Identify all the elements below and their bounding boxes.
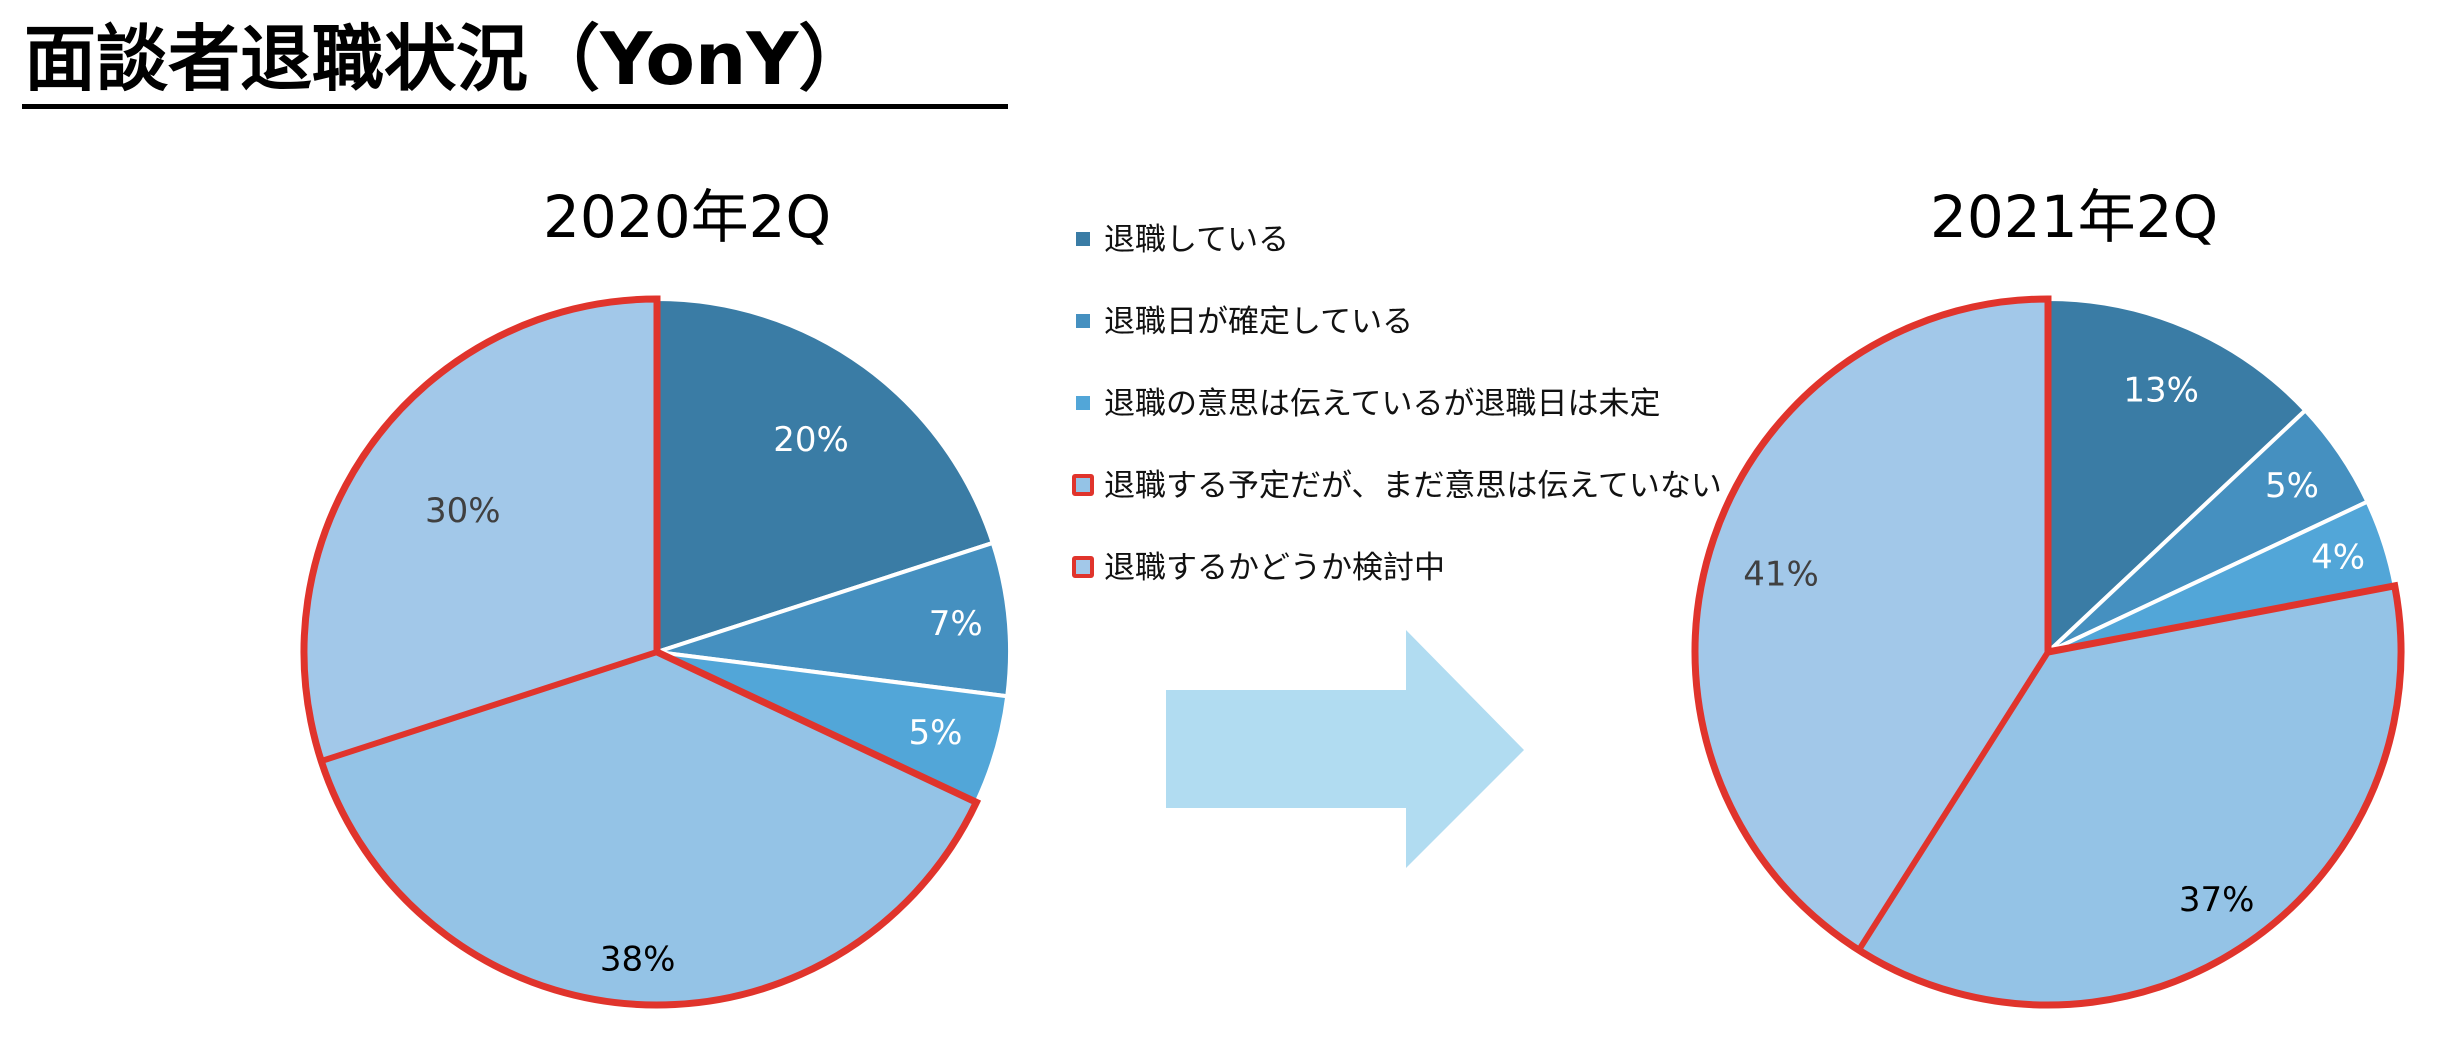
chart-title-2020: 2020年2Q — [543, 183, 832, 251]
legend-swatch — [1072, 556, 1094, 578]
pie-2021-data-label: 5% — [2265, 466, 2319, 506]
pie-2020-data-label: 20% — [773, 420, 849, 460]
right-arrow-icon — [1166, 630, 1524, 868]
legend-swatch — [1076, 232, 1090, 246]
legend-label: 退職の意思は伝えているが退職日は未定 — [1104, 386, 1661, 422]
pie-2021-slice-0 — [2046, 296, 2309, 657]
legend-label: 退職するかどうか検討中 — [1104, 550, 1445, 586]
pie-2020-highlight-divider — [320, 649, 658, 764]
pie-2021-highlight-divider — [1856, 650, 2051, 952]
pie-2020-data-label: 5% — [909, 713, 963, 753]
pie-2020-slice-1 — [656, 540, 1012, 699]
pie-2020-data-label: 7% — [929, 604, 983, 644]
legend-label: 退職日が確定している — [1104, 304, 1414, 340]
pie-2021-data-label: 37% — [2179, 880, 2255, 920]
pie-chart-2021: 13% 5% 4% 37% 41% — [1691, 295, 2405, 1009]
legend-swatch — [1072, 474, 1094, 496]
legend-swatch — [1076, 396, 1090, 410]
legend-swatch — [1076, 314, 1090, 328]
pie-2021-data-label: 41% — [1743, 554, 1819, 594]
pie-2021-data-label: 13% — [2123, 370, 2199, 410]
pie-chart-2020: 20% 7% 5% 38% 30% — [300, 295, 1012, 1009]
page-title: 面談者退職状況（YonY） — [24, 17, 871, 101]
pie-2021-highlight-outline — [1691, 295, 2405, 1009]
pie-2020-data-label: 30% — [425, 491, 501, 531]
pie-2020-data-label: 38% — [600, 939, 676, 979]
legend-label: 退職する予定だが、まだ意思は伝えていない — [1104, 468, 1722, 504]
pie-2020-highlight-outline — [300, 295, 982, 1009]
chart-title-2021: 2021年2Q — [1930, 183, 2219, 251]
title-underline — [22, 104, 1008, 109]
pie-2021-data-label: 4% — [2311, 538, 2365, 578]
legend-label: 退職している — [1104, 222, 1290, 258]
pie-2020-slice-0 — [655, 296, 996, 655]
